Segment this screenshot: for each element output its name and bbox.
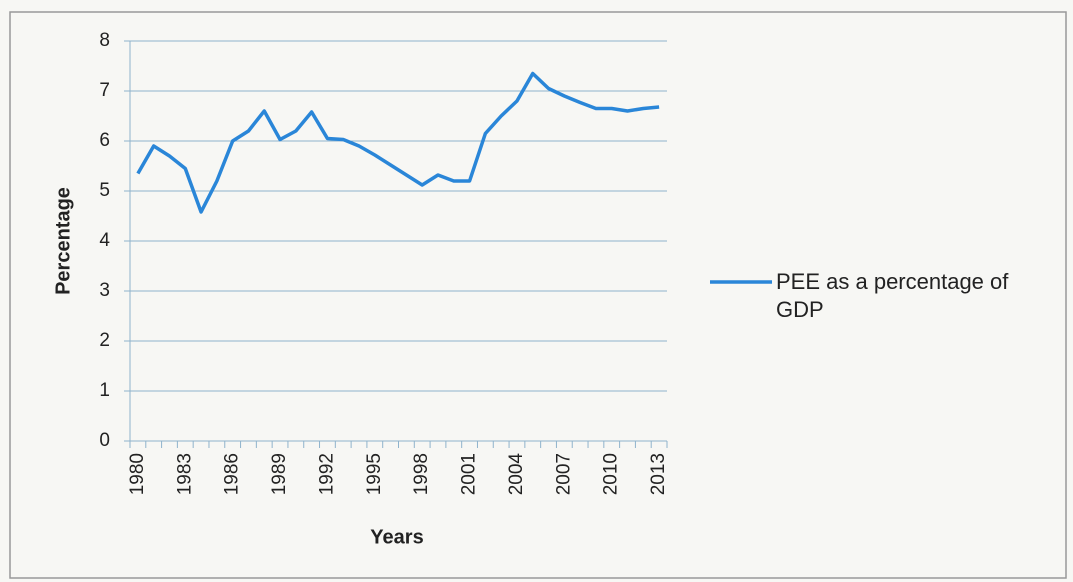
y-tick-label: 0	[99, 430, 110, 451]
y-tick-label: 3	[99, 280, 110, 301]
x-axis-title: Years	[370, 526, 423, 548]
x-tick-label: 1986	[222, 453, 243, 495]
x-tick-label: 1992	[316, 453, 337, 495]
x-tick-label: 2007	[553, 453, 574, 495]
x-tick-label: 1980	[127, 453, 148, 495]
y-tick-label: 2	[99, 330, 110, 351]
x-tick-label: 2001	[459, 453, 480, 495]
x-tick-label: 2010	[601, 453, 622, 495]
x-tick-label: 1995	[364, 453, 385, 495]
x-tick-label: 1998	[411, 453, 432, 495]
y-tick-label: 6	[99, 130, 110, 151]
y-tick-label: 8	[99, 30, 110, 51]
y-tick-label: 5	[99, 180, 110, 201]
x-tick-label: 2004	[506, 453, 527, 496]
y-tick-label: 4	[99, 230, 110, 251]
data-line	[136, 71, 660, 214]
x-tick-label: 1989	[269, 453, 290, 495]
legend-label: PEE as a percentage of GDP	[776, 269, 1009, 322]
y-tick-label: 1	[99, 380, 110, 401]
chart-border	[9, 11, 1067, 579]
x-tick-label: 2013	[648, 453, 669, 495]
y-axis-title: Percentage	[52, 187, 74, 295]
y-tick-label: 7	[99, 80, 110, 101]
x-tick-label: 1983	[174, 453, 195, 495]
